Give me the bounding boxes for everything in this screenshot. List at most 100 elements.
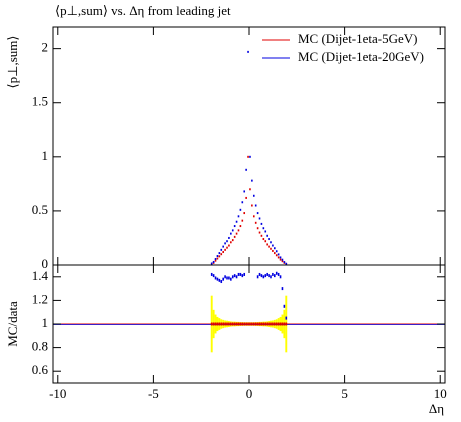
data-point [266, 243, 268, 246]
data-point [222, 251, 224, 254]
ratio-point [272, 272, 274, 276]
ratio-point [285, 316, 288, 320]
data-point [231, 239, 234, 242]
ratio-point [262, 275, 265, 279]
ratio-point [277, 272, 280, 276]
ratio-point [258, 272, 261, 276]
ratio-point [210, 322, 213, 326]
data-point [235, 232, 238, 235]
data-point [272, 249, 274, 252]
ratio-point [243, 322, 246, 326]
data-point [218, 255, 221, 258]
ratio-point [214, 322, 217, 326]
data-point [251, 179, 253, 182]
data-point [266, 234, 268, 237]
ratio-point [226, 322, 228, 326]
data-point [237, 215, 240, 218]
data-point [245, 196, 247, 199]
data-point [256, 212, 259, 215]
x-tick-label: 5 [341, 386, 348, 401]
data-point [226, 240, 228, 243]
ratio-point [264, 322, 267, 326]
ratio-point [283, 304, 286, 308]
data-point [272, 244, 274, 247]
data-point [218, 252, 221, 255]
ratio-point [237, 322, 240, 326]
x-tick-label: 10 [434, 386, 447, 401]
ratio-point [218, 278, 221, 282]
y-tick-label: 1 [42, 148, 49, 163]
chart-title: ⟨p⊥,sum⟩ vs. Δη from leading jet [55, 3, 231, 18]
ratio-point [249, 322, 251, 326]
y-tick-label: 0 [42, 256, 49, 271]
data-point [274, 252, 276, 255]
ratio-point [235, 322, 238, 326]
data-point [249, 188, 251, 191]
ratio-point [260, 322, 263, 326]
data-point [237, 229, 240, 232]
ratio-point [216, 277, 219, 281]
ratio-point [210, 272, 213, 276]
data-point [235, 220, 238, 223]
data-point [228, 236, 230, 239]
x-tick-label: 0 [246, 386, 253, 401]
y-tick-label: 1 [42, 315, 49, 330]
data-point [247, 50, 249, 53]
data-point [241, 219, 244, 222]
ratio-point [224, 322, 226, 326]
ratio-point [254, 322, 257, 326]
ratio-point [251, 322, 253, 326]
data-point [270, 241, 272, 244]
data-point [233, 235, 236, 238]
ratio-point [285, 322, 288, 326]
data-point [216, 255, 219, 258]
ratio-point [275, 271, 278, 275]
data-point [239, 208, 242, 211]
data-point [226, 246, 228, 249]
ratio-point [231, 322, 234, 326]
y-tick-label: 0.8 [32, 339, 48, 354]
ratio-point [272, 322, 274, 326]
ratio-y-axis-label: MC/data [5, 301, 20, 347]
data-point [275, 254, 278, 257]
ratio-point [266, 322, 268, 326]
ratio-point [279, 322, 282, 326]
data-point [260, 234, 263, 237]
ratio-point [222, 277, 224, 281]
data-point [268, 238, 270, 241]
ratio-point [245, 322, 247, 326]
y-axis-label: ⟨p⊥,sum⟩ [5, 36, 20, 89]
data-point [256, 227, 259, 230]
ratio-point [275, 322, 278, 326]
data-point [274, 247, 276, 250]
ratio-point [231, 275, 234, 279]
data-point [233, 225, 236, 228]
ratio-point [256, 275, 259, 279]
data-point [239, 225, 242, 228]
ratio-point [228, 322, 230, 326]
ratio-point [230, 322, 232, 326]
ratio-point [230, 277, 232, 281]
data-point [285, 262, 288, 265]
ratio-point [279, 275, 282, 279]
data-point [249, 155, 251, 158]
ratio-point [258, 322, 261, 326]
data-point [214, 259, 217, 262]
data-point [220, 253, 223, 256]
x-tick-label: -10 [49, 386, 66, 401]
data-point [243, 190, 246, 193]
x-axis-label: Δη [429, 401, 444, 416]
ratio-point [212, 274, 215, 278]
data-point [254, 204, 257, 207]
data-point [252, 215, 255, 218]
data-point [252, 194, 255, 197]
ratio-point [216, 322, 219, 326]
data-point [224, 242, 226, 245]
data-point [264, 230, 267, 233]
ratio-point [241, 322, 244, 326]
data-point [243, 212, 246, 215]
frame [52, 264, 446, 384]
ratio-point [270, 322, 272, 326]
